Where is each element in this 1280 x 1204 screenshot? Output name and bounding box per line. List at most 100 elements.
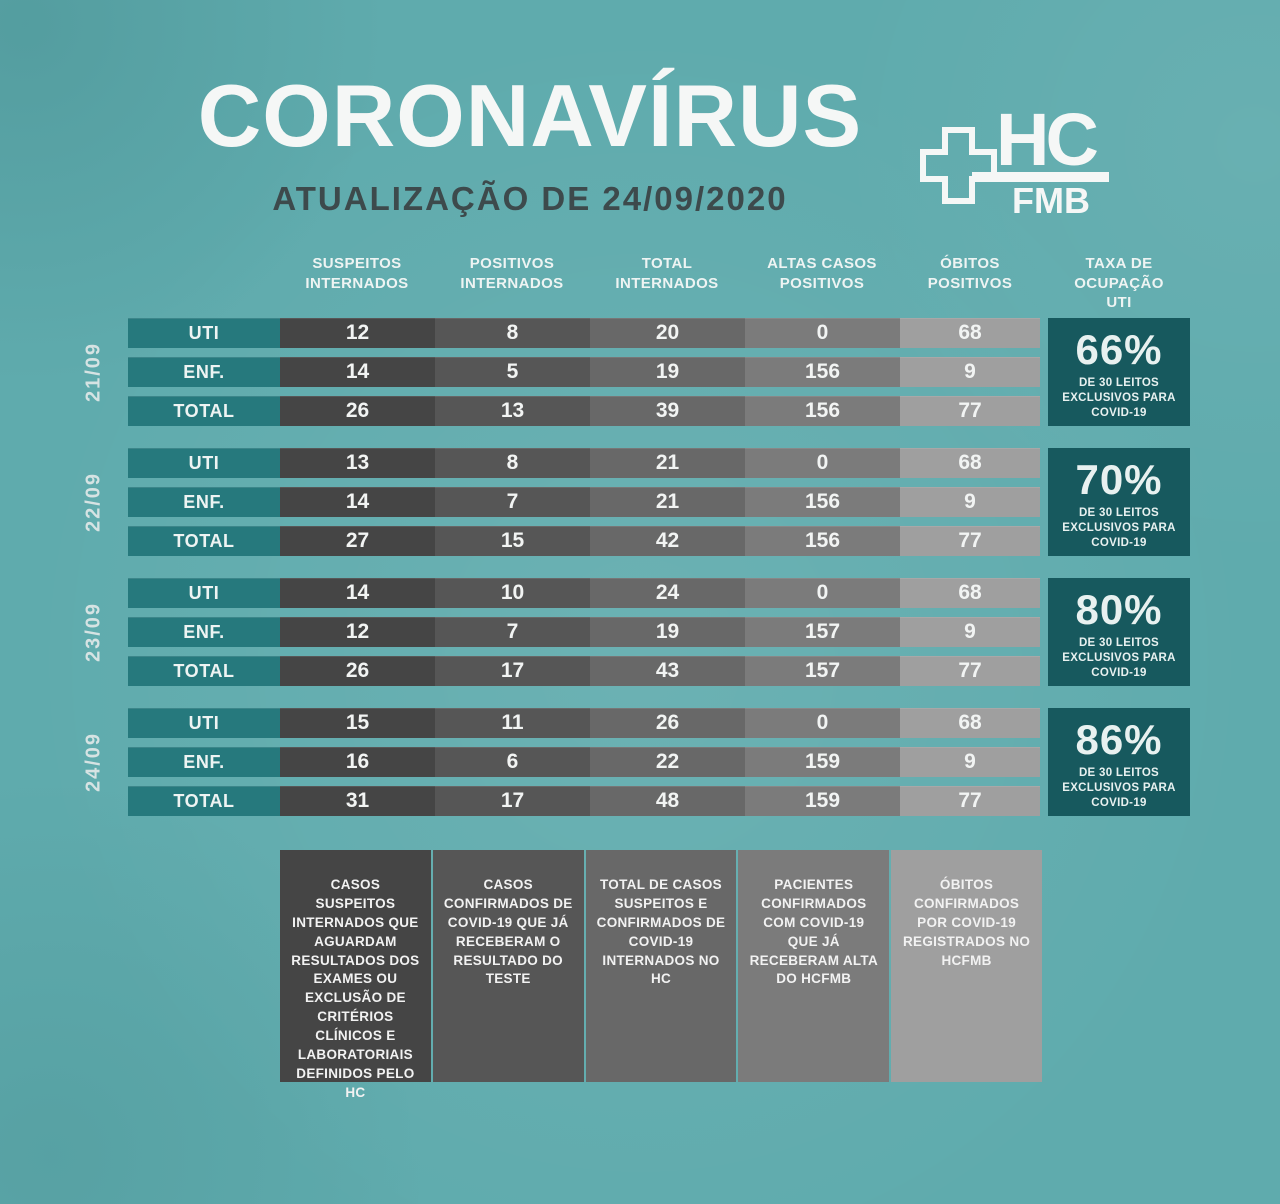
- date-label: 21/09: [82, 341, 105, 403]
- logo-divider-bar: [972, 172, 1109, 182]
- value-cell: 9: [900, 357, 1040, 387]
- value-cell: 17: [435, 786, 590, 816]
- value-cell: 68: [900, 708, 1040, 738]
- row-label: ENF.: [128, 617, 280, 647]
- value-cell: 10: [435, 578, 590, 608]
- value-cell: 31: [280, 786, 435, 816]
- value-cell: 19: [590, 357, 745, 387]
- value-cell: 15: [435, 526, 590, 556]
- value-cell: 13: [280, 448, 435, 478]
- row-label: TOTAL: [128, 786, 280, 816]
- value-cell: 156: [745, 487, 900, 517]
- column-header-suspeitos-internados: SUSPEITOS INTERNADOS: [305, 255, 409, 292]
- date-block-21-09: 21/09 UTI 12 8 20 0 68 ENF. 14 5 19 156 9 TOTAL 26 13 39…: [0, 318, 1280, 426]
- date-block-22-09: 22/09 UTI 13 8 21 0 68 ENF. 14 7 21 156 9 TOTAL 27 15 42…: [0, 448, 1280, 556]
- value-cell: 19: [590, 617, 745, 647]
- row-label: UTI: [128, 708, 280, 738]
- date-block-24-09: 24/09 UTI 15 11 26 0 68 ENF. 16 6 22 159 9 TOTAL 31 17 4…: [0, 708, 1280, 816]
- uti-occupancy-note: DE 30 LEITOS EXCLUSIVOS PARA COVID-19: [1062, 507, 1176, 549]
- value-cell: 8: [435, 448, 590, 478]
- value-cell: 11: [435, 708, 590, 738]
- footnotes-row: CASOS SUSPEITOS INTERNADOS QUE AGUARDAM …: [280, 850, 1042, 1100]
- hcfmb-logo: HC FMB: [912, 92, 1117, 224]
- row-label: TOTAL: [128, 396, 280, 426]
- column-header-total-internados: TOTAL INTERNADOS: [615, 255, 719, 292]
- uti-occupancy-box: 66% DE 30 LEITOS EXCLUSIVOS PARA COVID-19: [1048, 318, 1190, 426]
- value-cell: 0: [745, 318, 900, 348]
- footnote-box-3: TOTAL DE CASOS SUSPEITOS E CONFIRMADOS D…: [585, 850, 737, 1082]
- date-label: 24/09: [82, 731, 105, 793]
- value-cell: 6: [435, 747, 590, 777]
- row-label: UTI: [128, 318, 280, 348]
- value-cell: 42: [590, 526, 745, 556]
- uti-occupancy-box: 86% DE 30 LEITOS EXCLUSIVOS PARA COVID-19: [1048, 708, 1190, 816]
- value-cell: 12: [280, 318, 435, 348]
- row-label: UTI: [128, 578, 280, 608]
- hcfmb-logo-graphic: HC FMB: [920, 98, 1109, 221]
- uti-occupancy-box: 70% DE 30 LEITOS EXCLUSIVOS PARA COVID-19: [1048, 448, 1190, 556]
- uti-occupancy-note: DE 30 LEITOS EXCLUSIVOS PARA COVID-19: [1062, 767, 1176, 809]
- update-date-subtitle: ATUALIZAÇÃO DE 24/09/2020: [272, 180, 788, 217]
- column-header-altas-casos-positivos: ALTAS CASOS POSITIVOS: [767, 255, 877, 292]
- value-cell: 39: [590, 396, 745, 426]
- value-cell: 5: [435, 357, 590, 387]
- value-cell: 68: [900, 448, 1040, 478]
- value-cell: 77: [900, 786, 1040, 816]
- value-cell: 14: [280, 578, 435, 608]
- row-label: TOTAL: [128, 656, 280, 686]
- value-cell: 0: [745, 708, 900, 738]
- date-label: 22/09: [82, 471, 105, 533]
- uti-occupancy-note: DE 30 LEITOS EXCLUSIVOS PARA COVID-19: [1062, 637, 1176, 679]
- value-cell: 68: [900, 318, 1040, 348]
- value-cell: 0: [745, 448, 900, 478]
- column-header-positivos-internados: POSITIVOS INTERNADOS: [460, 255, 564, 292]
- value-cell: 22: [590, 747, 745, 777]
- value-cell: 14: [280, 487, 435, 517]
- value-cell: 48: [590, 786, 745, 816]
- value-cell: 68: [900, 578, 1040, 608]
- logo-fmb-text: FMB: [1012, 180, 1090, 221]
- footnote-box-5: ÓBITOS CONFIRMADOS POR COVID-19 REGISTRA…: [891, 850, 1042, 1082]
- uti-occupancy-note: DE 30 LEITOS EXCLUSIVOS PARA COVID-19: [1062, 377, 1176, 419]
- date-block-23-09: 23/09 UTI 14 10 24 0 68 ENF. 12 7 19 157 9 TOTAL 26 17 4…: [0, 578, 1280, 686]
- row-label: ENF.: [128, 487, 280, 517]
- logo-hc-text: HC: [996, 98, 1097, 181]
- value-cell: 43: [590, 656, 745, 686]
- uti-occupancy-percent: 80%: [1075, 586, 1163, 633]
- value-cell: 12: [280, 617, 435, 647]
- row-label: UTI: [128, 448, 280, 478]
- value-cell: 77: [900, 526, 1040, 556]
- value-cell: 26: [590, 708, 745, 738]
- value-cell: 16: [280, 747, 435, 777]
- uti-occupancy-box: 80% DE 30 LEITOS EXCLUSIVOS PARA COVID-19: [1048, 578, 1190, 686]
- value-cell: 21: [590, 487, 745, 517]
- value-cell: 14: [280, 357, 435, 387]
- value-cell: 17: [435, 656, 590, 686]
- footnote-box-4: PACIENTES CONFIRMADOS COM COVID-19 QUE J…: [738, 850, 890, 1082]
- value-cell: 77: [900, 396, 1040, 426]
- value-cell: 24: [590, 578, 745, 608]
- value-cell: 156: [745, 526, 900, 556]
- uti-occupancy-percent: 86%: [1075, 716, 1163, 763]
- value-cell: 26: [280, 396, 435, 426]
- value-cell: 9: [900, 747, 1040, 777]
- value-cell: 156: [745, 357, 900, 387]
- uti-occupancy-percent: 66%: [1075, 326, 1163, 373]
- value-cell: 15: [280, 708, 435, 738]
- value-cell: 9: [900, 487, 1040, 517]
- value-cell: 159: [745, 786, 900, 816]
- value-cell: 7: [435, 487, 590, 517]
- value-cell: 0: [745, 578, 900, 608]
- value-cell: 159: [745, 747, 900, 777]
- row-label: TOTAL: [128, 526, 280, 556]
- value-cell: 13: [435, 396, 590, 426]
- footnote-box-1: CASOS SUSPEITOS INTERNADOS QUE AGUARDAM …: [280, 850, 431, 1100]
- column-header-taxa-ocupacao-uti: TAXA DE OCUPAÇÃO UTI: [1074, 255, 1164, 311]
- value-cell: 20: [590, 318, 745, 348]
- row-label: ENF.: [128, 357, 280, 387]
- value-cell: 27: [280, 526, 435, 556]
- value-cell: 77: [900, 656, 1040, 686]
- value-cell: 9: [900, 617, 1040, 647]
- value-cell: 26: [280, 656, 435, 686]
